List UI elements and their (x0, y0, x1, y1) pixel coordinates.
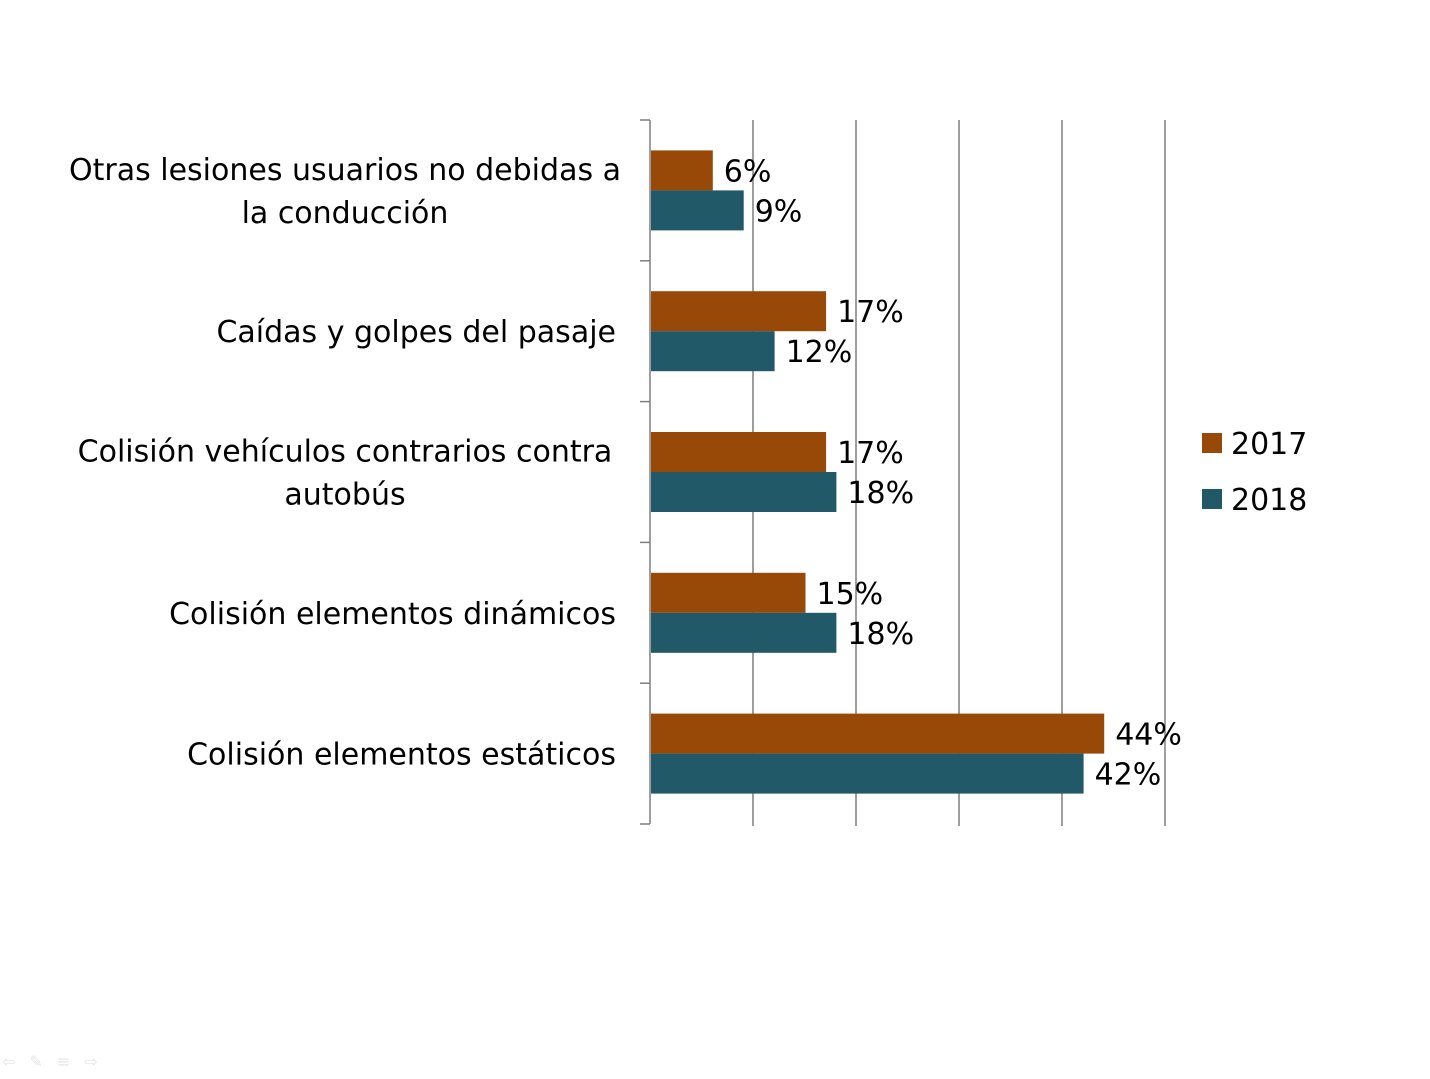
legend-label-2018: 2018 (1231, 483, 1307, 518)
chart-legend: 2017 2018 (1202, 427, 1307, 518)
data-label-2017-4: 44% (1115, 718, 1182, 753)
bar-2017-2 (651, 432, 827, 472)
legend-label-2017: 2017 (1231, 427, 1307, 462)
forward-arrow-icon[interactable]: ⇨ (84, 1052, 98, 1071)
bar-2018-1 (651, 331, 775, 372)
chart-gridlines (752, 120, 1166, 824)
data-label-2017-2: 17% (837, 436, 904, 471)
legend-swatch-2018 (1202, 489, 1222, 509)
bar-2018-0 (651, 190, 744, 231)
bar-2017-0 (651, 150, 713, 191)
value-labels: 6% 9% 17% 12% 17% 18% 15% 18% 44% 42% (724, 154, 1182, 792)
bar-2018-4 (651, 753, 1084, 794)
bar-2017-4 (651, 713, 1105, 754)
category-labels: Otras lesiones usuarios no debidas a la c… (69, 153, 621, 773)
chart-axis (640, 119, 1166, 826)
slide-nav: ⇦ ✎ ≡ ⇨ (2, 1052, 98, 1071)
pen-icon[interactable]: ✎ (29, 1052, 43, 1071)
data-label-2017-1: 17% (837, 295, 904, 330)
menu-icon[interactable]: ≡ (56, 1052, 71, 1071)
data-label-2017-3: 15% (817, 577, 884, 612)
category-label-1: Caídas y golpes del pasaje (216, 315, 616, 350)
data-label-2018-0: 9% (755, 194, 803, 229)
category-label-3: Colisión elementos dinámicos (169, 597, 616, 632)
data-label-2018-4: 42% (1095, 758, 1162, 793)
back-arrow-icon[interactable]: ⇦ (2, 1052, 16, 1071)
category-label-0: Otras lesiones usuarios no debidas a la c… (69, 153, 621, 231)
bar-2017-1 (651, 291, 827, 332)
data-label-2018-3: 18% (847, 617, 914, 652)
legend-swatch-2017 (1202, 433, 1222, 453)
data-label-2018-1: 12% (786, 335, 853, 370)
chart-bars (651, 150, 1105, 794)
bar-2018-3 (651, 612, 837, 653)
bar-2017-3 (651, 572, 806, 613)
data-label-2018-2: 18% (847, 476, 914, 511)
category-label-2: Colisión vehículos contrarios contra auto… (78, 435, 613, 513)
data-label-2017-0: 6% (724, 154, 772, 189)
bar-2018-2 (651, 472, 837, 512)
category-label-4: Colisión elementos estáticos (187, 738, 616, 773)
